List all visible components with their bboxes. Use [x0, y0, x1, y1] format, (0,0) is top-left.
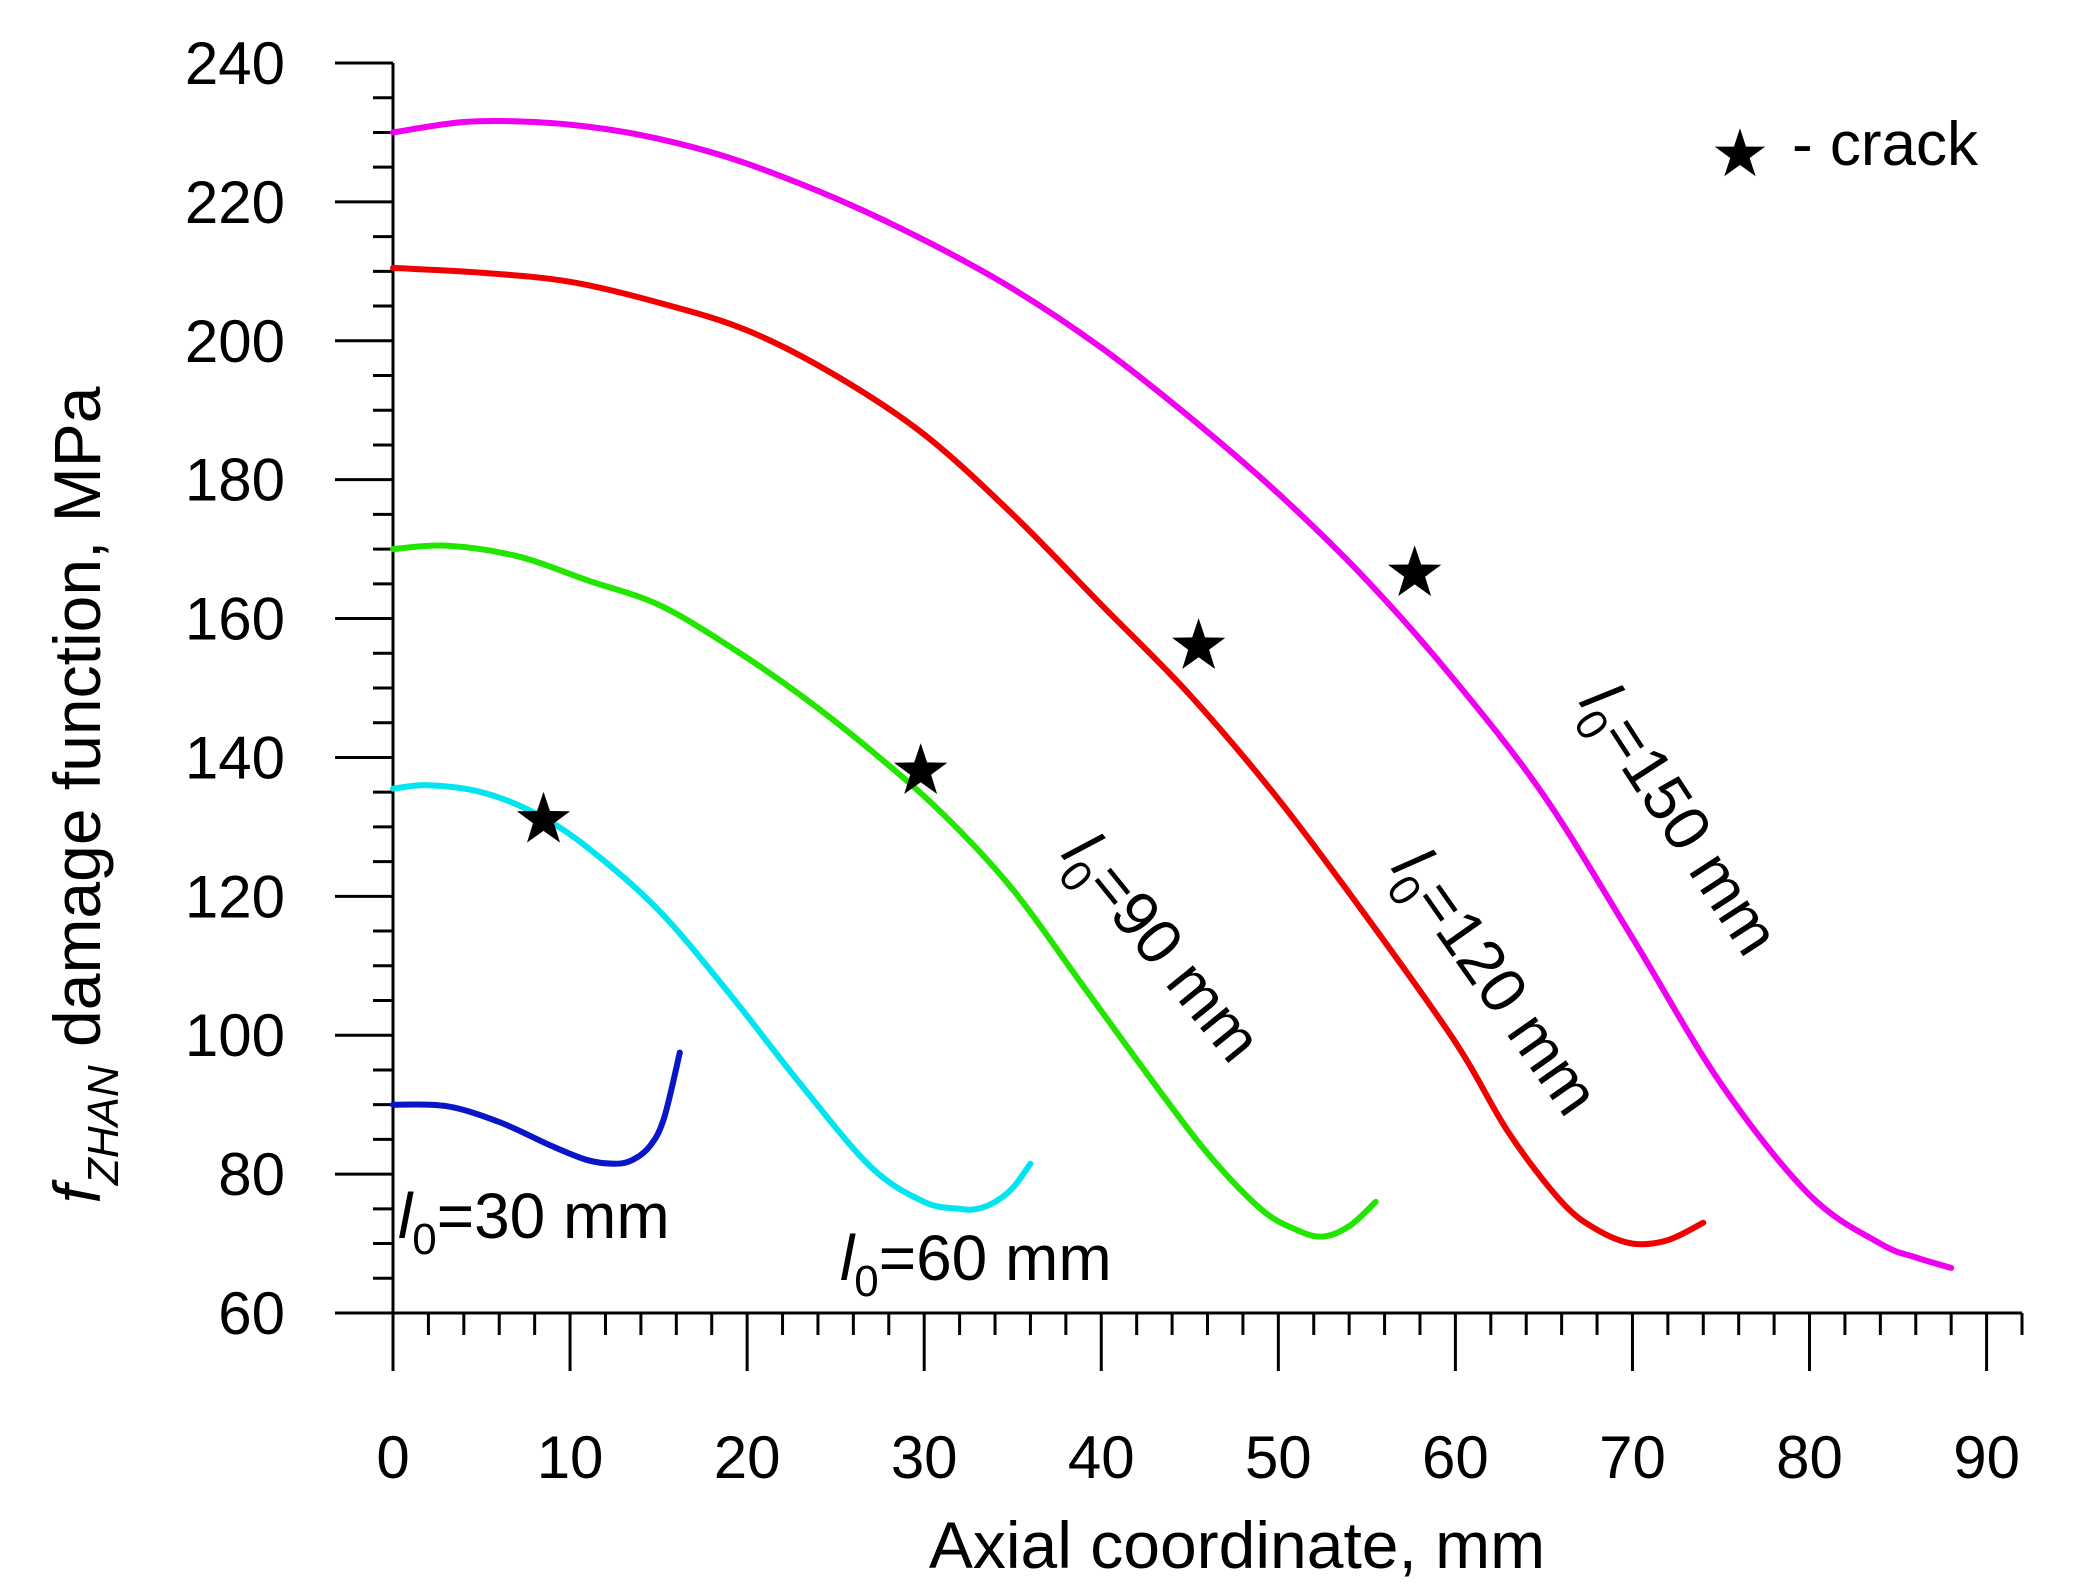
x-tick-label: 60	[1422, 1424, 1489, 1491]
y-tick-label: 200	[185, 308, 285, 375]
y-axis-title-subscript: ZHAN	[79, 1065, 128, 1186]
series-layer	[390, 117, 1955, 1271]
y-tick-label: 160	[185, 586, 285, 653]
curve-label-symbol: l	[840, 1222, 856, 1294]
crack-star-icon	[1388, 545, 1442, 597]
x-tick-label: 0	[376, 1424, 409, 1491]
legend-text: - crack	[1792, 110, 1979, 179]
legend-star-icon: ★	[1710, 116, 1769, 190]
series-line-4	[390, 264, 1707, 1248]
y-tick-label: 240	[185, 30, 285, 97]
curve-label-1: l0=30 mm	[398, 1180, 670, 1264]
x-tick-label: 70	[1599, 1424, 1666, 1491]
y-tick-label: 100	[185, 1002, 285, 1069]
y-tick-label: 220	[185, 169, 285, 236]
curve-label-rest: =30 mm	[437, 1180, 670, 1252]
y-axis-title: fZHAN damage function, MPa	[40, 386, 128, 1203]
x-tick-label: 50	[1245, 1424, 1312, 1491]
series-line-5	[390, 117, 1955, 1271]
y-tick-label: 140	[185, 724, 285, 791]
curve-label-rest: =150 mm	[1587, 703, 1794, 967]
x-tick-label: 30	[891, 1424, 958, 1491]
crack-star-icon	[1172, 618, 1226, 669]
crack-markers	[516, 545, 1442, 843]
curve-label-rest: =60 mm	[879, 1222, 1112, 1294]
y-axis-title-rest: damage function, MPa	[40, 386, 114, 1065]
x-tick-label: 80	[1776, 1424, 1843, 1491]
x-tick-label: 10	[537, 1424, 604, 1491]
curve-label-subscript: 0	[412, 1215, 436, 1264]
curve-label-5: l0=150 mm	[1556, 670, 1794, 973]
x-tick-label: 20	[714, 1424, 781, 1491]
curve-label-2: l0=60 mm	[840, 1222, 1112, 1306]
x-tick-label: 90	[1953, 1424, 2020, 1491]
curve-label-rest: =90 mm	[1073, 849, 1276, 1075]
crack-star-icon	[894, 743, 948, 794]
series-line-2	[390, 782, 1034, 1213]
series-line-3	[390, 542, 1379, 1240]
x-axis-title: Axial coordinate, mm	[929, 1508, 1545, 1582]
legend: ★ - crack	[1710, 110, 1979, 190]
y-tick-label: 120	[185, 863, 285, 930]
curve-label-symbol: l	[398, 1180, 414, 1252]
y-tick-label: 60	[218, 1280, 285, 1347]
curve-label-rest: =120 mm	[1401, 866, 1614, 1127]
series-line-1	[390, 1049, 683, 1167]
curve-label-subscript: 0	[854, 1257, 878, 1306]
x-tick-label: 40	[1068, 1424, 1135, 1491]
y-tick-label: 80	[218, 1141, 285, 1208]
axes: 60 80 100 120 140 160 180 200 220 240 0 10 20 30 40 50 6…	[185, 30, 2024, 1491]
curve-label-4: l0=120 mm	[1369, 835, 1614, 1135]
crack-star-icon	[516, 791, 571, 843]
curve-label-3: l0=90 mm	[1040, 818, 1276, 1082]
y-tick-label: 180	[185, 447, 285, 514]
